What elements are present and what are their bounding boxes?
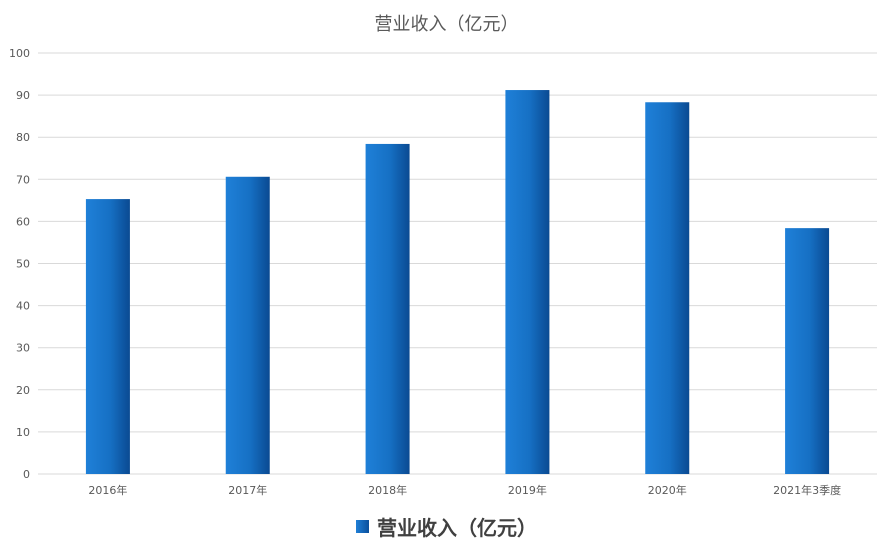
x-tick-label: 2019年 — [508, 483, 547, 497]
y-tick-label: 30 — [16, 342, 30, 355]
legend-swatch — [356, 520, 369, 533]
bar-3 — [505, 90, 550, 474]
legend: 营业收入（亿元） — [0, 512, 893, 541]
chart-title: 营业收入（亿元） — [374, 14, 519, 35]
y-tick-label: 100 — [9, 47, 30, 60]
x-tick-label: 2021年3季度 — [773, 483, 841, 497]
legend-label: 营业收入（亿元） — [377, 516, 537, 540]
y-tick-label: 20 — [16, 384, 30, 397]
bar-4 — [645, 102, 690, 474]
y-tick-label: 60 — [16, 215, 30, 228]
x-tick-label: 2018年 — [368, 483, 407, 497]
y-tick-label: 40 — [16, 300, 30, 313]
bar-5 — [785, 228, 830, 474]
bar-0 — [85, 199, 130, 474]
bar-1 — [225, 176, 270, 475]
y-tick-label: 50 — [16, 258, 30, 271]
y-tick-label: 0 — [23, 468, 30, 481]
x-tick-label: 2017年 — [228, 483, 267, 497]
x-tick-label: 2016年 — [88, 483, 127, 497]
y-tick-label: 80 — [16, 131, 30, 144]
x-tick-label: 2020年 — [648, 483, 687, 497]
y-tick-label: 90 — [16, 89, 30, 102]
y-tick-label: 10 — [16, 426, 30, 439]
y-tick-label: 70 — [16, 173, 30, 186]
bar-2 — [365, 143, 410, 474]
